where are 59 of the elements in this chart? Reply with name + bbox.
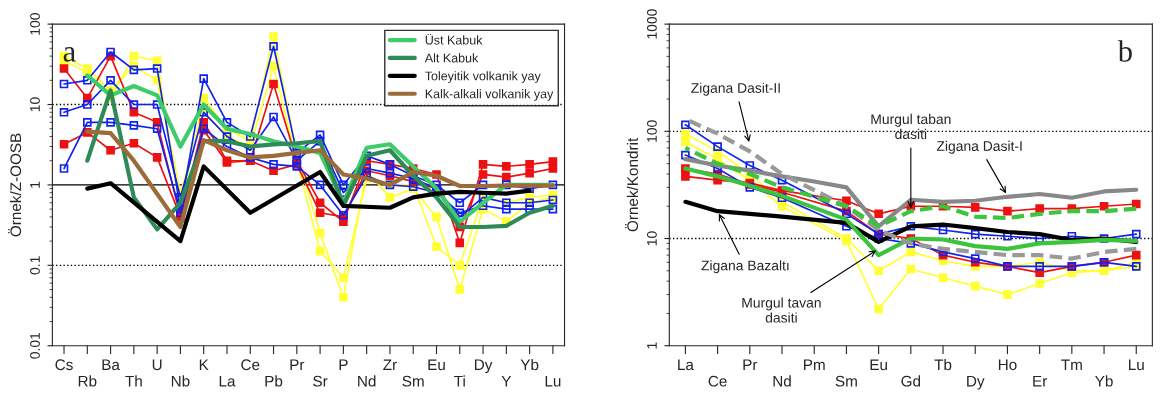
x-tick-label: Ti <box>454 375 465 387</box>
annotation: Zigana Dasit-I <box>936 140 1022 154</box>
y-tick-label: 10 <box>647 231 657 246</box>
annotation: a <box>63 47 76 62</box>
y-axis-title: Örnek/Kondrit <box>625 137 639 232</box>
x-tick-label: Ho <box>998 359 1017 371</box>
x-tick-label: U <box>152 359 162 371</box>
x-tick-label: Eu <box>870 359 887 371</box>
annotation: Zigana Bazaltı <box>701 260 789 274</box>
x-tick-label: Nb <box>171 375 190 387</box>
x-tick-label: Tb <box>934 358 952 371</box>
legend-label: Üst Kabuk <box>425 33 483 45</box>
x-tick-label: Yb <box>1095 375 1113 387</box>
x-tick-label: Sm <box>402 375 424 387</box>
x-tick-label: Sr <box>313 375 328 387</box>
legend-label: Alt Kabuk <box>424 53 479 63</box>
x-tick-label: Dy <box>474 359 493 374</box>
legend-label: Kalk-alkali volkanik yay <box>425 89 554 101</box>
y-tick-label: 1 <box>647 342 657 349</box>
x-tick-label: Sm <box>835 375 857 387</box>
y-tick-label: 0.1 <box>30 256 40 275</box>
annotation: b <box>1117 40 1132 62</box>
x-tick-label: Lu <box>1129 359 1144 371</box>
x-tick-label: La <box>219 375 236 387</box>
x-tick-label: Ce <box>241 359 260 371</box>
x-tick-label: Pm <box>804 359 825 370</box>
y-tick-label: 1000 <box>647 9 657 39</box>
x-tick-label: Th <box>125 375 142 387</box>
y-tick-label: 10 <box>30 97 40 112</box>
x-tick-label: Er <box>1033 375 1048 387</box>
x-tick-label: Pr <box>743 359 758 370</box>
x-tick-label: K <box>199 359 209 370</box>
x-tick-label: Dy <box>967 375 985 390</box>
x-tick-label: Nd <box>773 375 791 387</box>
x-tick-label: Rb <box>78 375 97 387</box>
x-tick-label: Nd <box>358 375 376 387</box>
x-tick-label: Pb <box>265 375 283 387</box>
x-tick-label: Cs <box>55 359 73 371</box>
x-tick-label: Ba <box>102 359 120 371</box>
x-tick-label: Eu <box>428 359 445 371</box>
legend-label: Toleyitik volkanik yay <box>425 71 541 83</box>
x-tick-label: Lu <box>545 375 561 387</box>
x-tick-label: La <box>678 359 694 371</box>
x-tick-label: P <box>339 359 348 370</box>
x-tick-label: Gd <box>901 375 921 387</box>
x-tick-label: Pr <box>290 359 305 370</box>
annotation: Zigana Dasit-II <box>691 82 780 96</box>
y-axis-title: Örnek/Z-OOSB <box>8 133 22 237</box>
y-tick-label: 100 <box>30 13 40 35</box>
y-tick-label: 0.01 <box>30 332 40 359</box>
y-tick-label: 100 <box>647 120 657 142</box>
annotation: Murgul tavan dasiti <box>742 297 821 323</box>
y-tick-label: 1 <box>30 181 40 188</box>
annotation: Murgul taban dasiti <box>871 113 951 140</box>
x-tick-label: Tm <box>1061 359 1082 370</box>
x-tick-label: Zr <box>383 359 397 370</box>
x-tick-label: Ce <box>708 375 727 387</box>
x-tick-label: Yb <box>520 358 539 371</box>
x-tick-label: Y <box>501 375 512 387</box>
